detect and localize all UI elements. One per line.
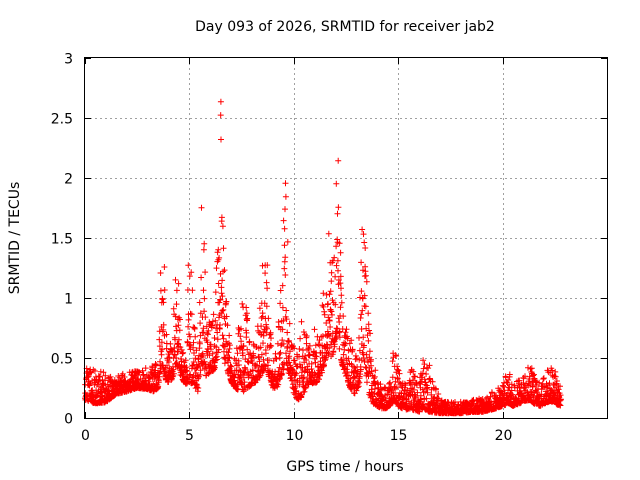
chart-title: Day 093 of 2026, SRMTID for receiver jab…	[195, 19, 495, 35]
x-axis-label: GPS time / hours	[286, 459, 403, 475]
x-tick-label: 20	[495, 428, 513, 444]
y-tick-label: 1	[64, 292, 73, 308]
x-tick-label: 0	[81, 428, 90, 444]
y-tick-label: 3	[64, 52, 73, 68]
data-series	[82, 98, 564, 417]
axis-ticks	[85, 58, 607, 419]
series-points	[82, 98, 564, 417]
tick-labels: 0 5 10 15 20 0 0.5 1 1.5 2 2.5 3	[51, 52, 513, 445]
y-tick-label: 1.5	[51, 232, 73, 248]
x-tick-label: 5	[185, 428, 194, 444]
y-tick-label: 0	[64, 412, 73, 428]
y-tick-label: 2	[64, 172, 73, 188]
y-tick-label: 0.5	[51, 352, 73, 368]
y-tick-label: 2.5	[51, 112, 73, 128]
x-tick-label: 10	[286, 428, 304, 444]
x-tick-label: 15	[390, 428, 408, 444]
plot-frame	[84, 57, 608, 419]
y-axis-label: SRMTID / TECUs	[7, 182, 23, 295]
